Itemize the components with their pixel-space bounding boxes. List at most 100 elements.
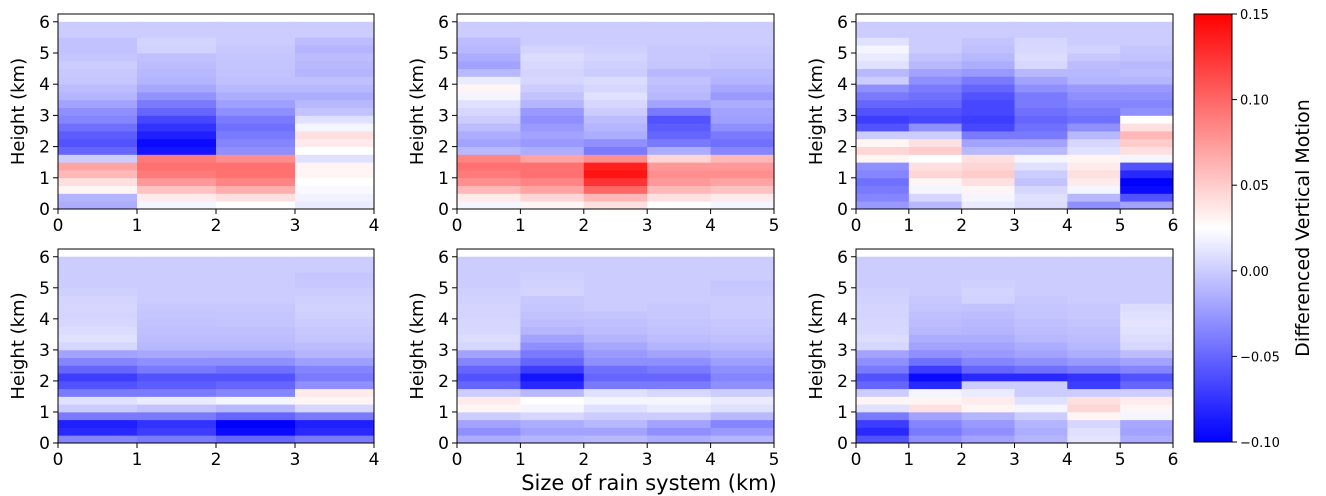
heatmap-cell bbox=[58, 154, 138, 163]
heatmap-cell bbox=[58, 107, 138, 116]
heatmap-cell bbox=[908, 21, 963, 30]
heatmap-cell bbox=[710, 170, 775, 179]
heatmap-cell bbox=[856, 342, 910, 351]
heatmap-cell bbox=[961, 365, 1015, 374]
heatmap-cell bbox=[295, 380, 375, 390]
heatmap-cell bbox=[908, 342, 963, 351]
heatmap-cell bbox=[710, 76, 775, 85]
heatmap-cell bbox=[520, 435, 585, 444]
y-axis-label: Height (km) bbox=[407, 58, 428, 165]
heatmap-cell bbox=[647, 303, 711, 312]
heatmap-cell bbox=[457, 303, 521, 312]
heatmap-cell bbox=[58, 380, 138, 390]
heatmap-cell bbox=[520, 272, 585, 281]
heatmap-cell bbox=[520, 334, 585, 343]
heatmap-cell bbox=[137, 131, 217, 140]
heatmap-cell bbox=[1014, 365, 1068, 374]
heatmap-cell bbox=[1067, 404, 1121, 413]
heatmap-cell bbox=[216, 404, 296, 413]
y-tick-label: 4 bbox=[438, 310, 449, 330]
heatmap-cell bbox=[856, 154, 910, 163]
heatmap-cell bbox=[961, 84, 1015, 93]
heatmap-cell bbox=[520, 427, 585, 436]
heatmap-cell bbox=[1067, 256, 1121, 265]
x-tick-label: 0 bbox=[452, 450, 463, 470]
heatmap-cell bbox=[856, 326, 910, 335]
heatmap-cell bbox=[647, 287, 711, 296]
heatmap-cell bbox=[710, 396, 775, 405]
heatmap-cell bbox=[961, 318, 1015, 327]
y-axis-label: Height (km) bbox=[8, 58, 29, 165]
heatmap-cell bbox=[856, 115, 910, 124]
heatmap-cell bbox=[137, 53, 217, 62]
heatmap-cell bbox=[961, 193, 1015, 202]
heatmap-cell bbox=[647, 84, 711, 93]
heatmap-cell bbox=[1067, 427, 1121, 436]
heatmap-cell bbox=[295, 404, 375, 413]
heatmap-cell bbox=[457, 411, 521, 421]
heatmap-cell bbox=[583, 146, 648, 155]
x-tick-label: 2 bbox=[578, 216, 589, 236]
heatmap-cell bbox=[1014, 201, 1068, 210]
heatmap-cell bbox=[647, 115, 711, 124]
heatmap-cell bbox=[137, 37, 217, 46]
heatmap-cell bbox=[856, 303, 910, 312]
heatmap-cell bbox=[908, 162, 963, 171]
heatmap-cell bbox=[710, 272, 775, 281]
x-tick-label: 4 bbox=[369, 450, 380, 470]
heatmap-cell bbox=[1014, 146, 1068, 155]
heatmap-cell bbox=[58, 357, 138, 366]
heatmap-cell bbox=[295, 37, 375, 46]
heatmap-cell bbox=[295, 349, 375, 359]
heatmap-cell bbox=[137, 29, 217, 38]
heatmap-cell bbox=[583, 435, 648, 444]
heatmap-cell bbox=[137, 303, 217, 312]
y-tick-label: 2 bbox=[438, 372, 449, 392]
heatmap-cell bbox=[520, 76, 585, 85]
heatmap-cell bbox=[58, 396, 138, 405]
heatmap-cell bbox=[1120, 435, 1174, 444]
heatmap-cell bbox=[58, 201, 138, 210]
heatmap-cell bbox=[58, 388, 138, 397]
heatmap-cell bbox=[1014, 411, 1068, 421]
x-tick-label: 2 bbox=[578, 450, 589, 470]
heatmap-cell bbox=[856, 201, 910, 210]
y-tick-label: 2 bbox=[39, 138, 50, 158]
heatmap-cell bbox=[295, 272, 375, 281]
heatmap-cell bbox=[137, 295, 217, 304]
heatmap-cell bbox=[137, 349, 217, 359]
heatmap-cell bbox=[1014, 170, 1068, 179]
heatmap-cell bbox=[856, 29, 910, 38]
heatmap-cell bbox=[457, 272, 521, 281]
heatmap-cell bbox=[583, 107, 648, 116]
heatmap-cell bbox=[647, 349, 711, 359]
heatmap-cell bbox=[583, 311, 648, 320]
heatmap-cell bbox=[583, 342, 648, 351]
heatmap-cell bbox=[583, 185, 648, 194]
heatmap-cell bbox=[908, 177, 963, 186]
heatmap-cell bbox=[647, 411, 711, 421]
heatmap-cell bbox=[295, 318, 375, 327]
heatmap-cell bbox=[1120, 193, 1174, 202]
heatmap-cell bbox=[457, 419, 521, 428]
heatmap-cells bbox=[58, 256, 375, 444]
heatmap-cell bbox=[457, 256, 521, 265]
heatmap-cell bbox=[137, 411, 217, 421]
heatmap-cell bbox=[1067, 53, 1121, 62]
heatmap-cell bbox=[1067, 185, 1121, 194]
heatmap-cell bbox=[1067, 326, 1121, 335]
heatmap-cell bbox=[1014, 427, 1068, 436]
x-tick-label: 6 bbox=[1168, 450, 1179, 470]
x-tick-label: 4 bbox=[1062, 216, 1073, 236]
heatmap-cell bbox=[647, 201, 711, 210]
heatmap-cell bbox=[1120, 92, 1174, 101]
heatmap-cell bbox=[1120, 76, 1174, 85]
heatmap-cell bbox=[710, 68, 775, 77]
heatmap-cell bbox=[1067, 295, 1121, 304]
heatmap-cell bbox=[295, 162, 375, 171]
x-tick-label: 0 bbox=[851, 450, 862, 470]
heatmap-cell bbox=[137, 357, 217, 366]
heatmap-cell bbox=[961, 326, 1015, 335]
heatmap-cell bbox=[58, 427, 138, 436]
heatmap-cell bbox=[961, 380, 1015, 390]
